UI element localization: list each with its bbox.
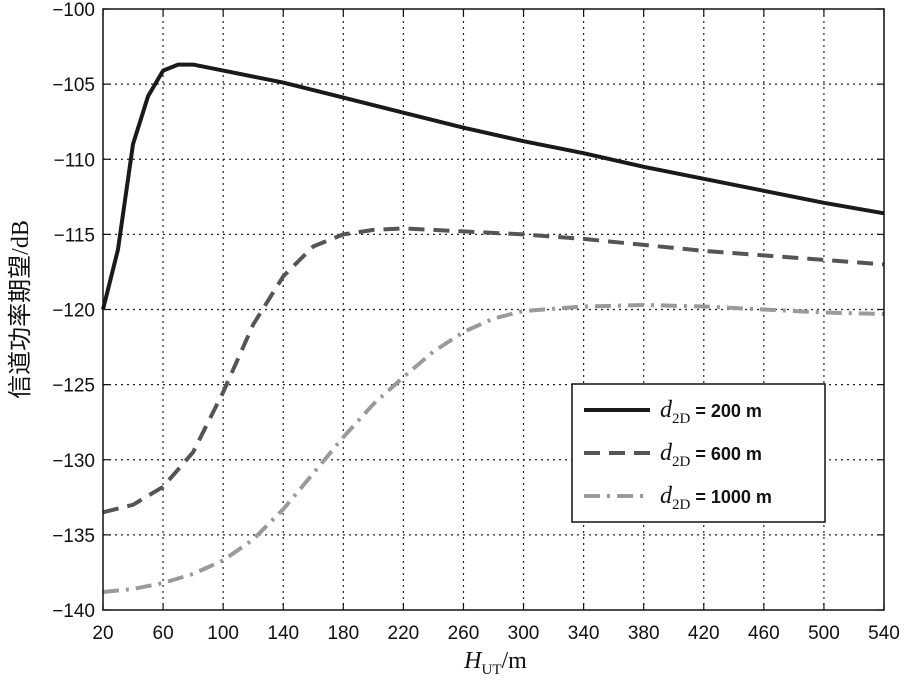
x-axis-subscript: UT (482, 662, 502, 678)
y-tick-label: −130 (52, 451, 95, 472)
x-tick-label: 60 (153, 623, 174, 644)
x-tick-label: 340 (568, 623, 600, 644)
y-tick-label: −105 (52, 75, 95, 96)
x-tick-label: 180 (327, 623, 359, 644)
y-tick-labels: −100 −105 −110 −115 −120 −125 −130 −135 −140 (52, 0, 884, 622)
y-tick-label: −115 (54, 225, 95, 246)
series-line-2 (102, 226, 885, 515)
legend-value: = 1000 m (690, 487, 772, 507)
series-line-3 (102, 303, 885, 594)
legend-subscript: 2D (672, 497, 691, 513)
x-tick-label: 380 (628, 623, 660, 644)
legend-subscript: 2D (672, 454, 691, 470)
x-tick-label: 100 (207, 623, 239, 644)
legend-subscript: 2D (672, 411, 691, 427)
grid-lines (103, 9, 884, 610)
y-tick-label: −140 (52, 601, 95, 622)
y-tick-label: −135 (52, 526, 95, 547)
legend-label-2: d2D = 600 m (660, 440, 762, 470)
series-lines (101, 62, 885, 594)
y-tick-label: −125 (52, 376, 95, 397)
x-axis-symbol: H (463, 648, 483, 674)
legend-value: = 200 m (690, 401, 762, 421)
series-line-1 (101, 62, 885, 310)
legend-label-1: d2D = 200 m (660, 397, 762, 427)
x-axis-unit: /m (502, 648, 528, 674)
y-tick-label: −120 (52, 301, 95, 322)
x-tick-label: 20 (92, 623, 113, 644)
x-tick-label: 500 (808, 623, 840, 644)
x-axis-label: HUT/m (463, 648, 527, 678)
x-tick-label: 300 (508, 623, 540, 644)
x-tick-label: 420 (688, 623, 720, 644)
x-tick-label: 540 (868, 623, 900, 644)
y-axis-label: 信道功率期望/dB (7, 220, 34, 399)
legend-value: = 600 m (690, 444, 762, 464)
y-tick-label: −100 (52, 0, 95, 21)
x-tick-label: 140 (267, 623, 299, 644)
x-tick-label: 460 (748, 623, 780, 644)
legend-label-3: d2D = 1000 m (660, 483, 772, 513)
legend-symbol: d (660, 483, 673, 509)
x-tick-label: 260 (448, 623, 480, 644)
y-tick-label: −110 (54, 150, 95, 171)
legend-symbol: d (660, 440, 673, 466)
legend-symbol: d (660, 397, 673, 423)
x-tick-labels: 20 60 100 140 180 220 260 300 340 380 420 460 500 540 (92, 9, 900, 644)
x-tick-label: 220 (388, 623, 420, 644)
